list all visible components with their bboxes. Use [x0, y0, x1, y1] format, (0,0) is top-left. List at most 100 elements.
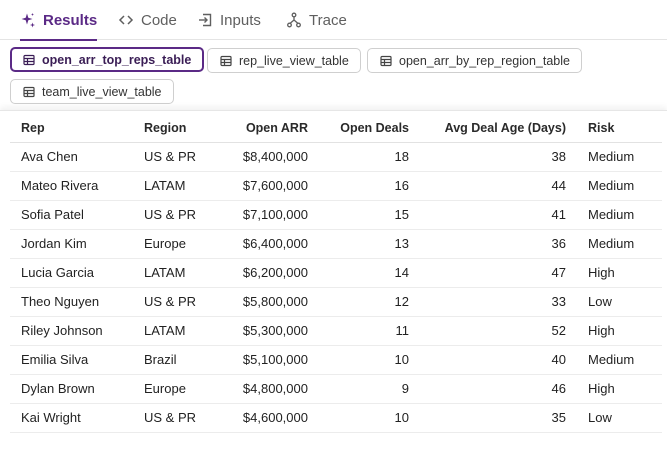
table-row[interactable]: Ava Chen US & PR $8,400,000 18 38 Medium — [10, 142, 662, 172]
tab-results[interactable]: Results — [20, 0, 98, 41]
table-row[interactable]: Riley Johnson LATAM $5,300,000 11 52 High — [10, 316, 662, 346]
region-cell: US & PR — [133, 287, 215, 317]
rep-cell: Theo Nguyen — [10, 287, 133, 317]
risk-cell: Medium — [577, 171, 662, 201]
table-chip-team-live-view[interactable]: team_live_view_table — [10, 79, 174, 104]
active-tab-indicator — [20, 39, 98, 41]
column-header-open-deals[interactable]: Open Deals — [319, 115, 420, 143]
column-header-risk[interactable]: Risk — [577, 115, 662, 143]
open-arr-cell: $5,300,000 — [215, 316, 319, 346]
risk-cell: Low — [577, 287, 662, 317]
region-cell: US & PR — [133, 403, 215, 433]
table-chip-open-arr-by-rep-region[interactable]: open_arr_by_rep_region_table — [367, 48, 582, 73]
open-deals-cell: 11 — [319, 316, 420, 346]
open-arr-cell: $8,400,000 — [215, 142, 319, 172]
open-deals-cell: 16 — [319, 171, 420, 201]
table-chip-rep-live-view[interactable]: rep_live_view_table — [207, 48, 361, 73]
chip-label: rep_live_view_table — [239, 53, 349, 68]
table-row[interactable]: Dylan Brown Europe $4,800,000 9 46 High — [10, 374, 662, 404]
avg-deal-age-cell: 36 — [420, 229, 577, 259]
open-arr-cell: $5,800,000 — [215, 287, 319, 317]
column-header-rep[interactable]: Rep — [10, 115, 133, 143]
open-deals-cell: 18 — [319, 142, 420, 172]
region-cell: US & PR — [133, 142, 215, 172]
tab-label: Results — [43, 11, 98, 29]
table-row[interactable]: Lucia Garcia LATAM $6,200,000 14 47 High — [10, 258, 662, 288]
avg-deal-age-cell: 38 — [420, 142, 577, 172]
open-arr-cell: $4,600,000 — [215, 403, 319, 433]
avg-deal-age-cell: 40 — [420, 345, 577, 375]
avg-deal-age-cell: 46 — [420, 374, 577, 404]
rep-cell: Mateo Rivera — [10, 171, 133, 201]
open-deals-cell: 10 — [319, 345, 420, 375]
open-deals-cell: 15 — [319, 200, 420, 230]
table-row[interactable]: Kai Wright US & PR $4,600,000 10 35 Low — [10, 403, 662, 433]
results-table: Rep Region Open ARR Open Deals Avg Deal … — [10, 115, 662, 433]
table-chip-open-arr-top-reps[interactable]: open_arr_top_reps_table — [10, 47, 205, 72]
open-deals-cell: 14 — [319, 258, 420, 288]
rep-cell: Emilia Silva — [10, 345, 133, 375]
region-cell: LATAM — [133, 258, 215, 288]
tab-label: Inputs — [220, 11, 261, 29]
avg-deal-age-cell: 41 — [420, 200, 577, 230]
avg-deal-age-cell: 52 — [420, 316, 577, 346]
chip-label: open_arr_top_reps_table — [42, 52, 192, 67]
table-row[interactable]: Sofia Patel US & PR $7,100,000 15 41 Medium — [10, 200, 662, 230]
avg-deal-age-cell: 33 — [420, 287, 577, 317]
region-cell: US & PR — [133, 200, 215, 230]
rep-cell: Ava Chen — [10, 142, 133, 172]
region-cell: LATAM — [133, 316, 215, 346]
table-icon — [380, 55, 392, 67]
open-arr-cell: $6,400,000 — [215, 229, 319, 259]
table-header-row: Rep Region Open ARR Open Deals Avg Deal … — [10, 115, 662, 143]
avg-deal-age-cell: 47 — [420, 258, 577, 288]
column-header-avg-deal-age[interactable]: Avg Deal Age (Days) — [420, 115, 577, 143]
avg-deal-age-cell: 35 — [420, 403, 577, 433]
risk-cell: Medium — [577, 345, 662, 375]
open-deals-cell: 13 — [319, 229, 420, 259]
risk-cell: High — [577, 374, 662, 404]
chip-label: open_arr_by_rep_region_table — [399, 53, 570, 68]
table-row[interactable]: Theo Nguyen US & PR $5,800,000 12 33 Low — [10, 287, 662, 317]
table-row[interactable]: Mateo Rivera LATAM $7,600,000 16 44 Medium — [10, 171, 662, 201]
rep-cell: Jordan Kim — [10, 229, 133, 259]
table-row[interactable]: Emilia Silva Brazil $5,100,000 10 40 Medium — [10, 345, 662, 375]
tab-code[interactable]: Code — [118, 0, 177, 40]
region-cell: Brazil — [133, 345, 215, 375]
region-cell: Europe — [133, 374, 215, 404]
column-header-open-arr[interactable]: Open ARR — [215, 115, 319, 143]
avg-deal-age-cell: 44 — [420, 171, 577, 201]
chip-label: team_live_view_table — [42, 84, 162, 99]
table-row[interactable]: Jordan Kim Europe $6,400,000 13 36 Medium — [10, 229, 662, 259]
risk-cell: Medium — [577, 229, 662, 259]
table-icon — [23, 86, 35, 98]
inputs-icon — [197, 12, 213, 28]
risk-cell: Low — [577, 403, 662, 433]
tab-label: Code — [141, 11, 177, 29]
risk-cell: Medium — [577, 142, 662, 172]
rep-cell: Riley Johnson — [10, 316, 133, 346]
rep-cell: Sofia Patel — [10, 200, 133, 230]
rep-cell: Dylan Brown — [10, 374, 133, 404]
open-arr-cell: $5,100,000 — [215, 345, 319, 375]
rep-cell: Lucia Garcia — [10, 258, 133, 288]
tab-label: Trace — [309, 11, 347, 29]
open-arr-cell: $7,600,000 — [215, 171, 319, 201]
sparkle-icon — [20, 12, 36, 28]
code-icon — [118, 12, 134, 28]
tab-inputs[interactable]: Inputs — [197, 0, 261, 40]
table-icon — [220, 55, 232, 67]
risk-cell: Medium — [577, 200, 662, 230]
table-icon — [23, 54, 35, 66]
trace-icon — [286, 12, 302, 28]
tab-trace[interactable]: Trace — [286, 0, 347, 40]
column-header-region[interactable]: Region — [133, 115, 215, 143]
open-arr-cell: $4,800,000 — [215, 374, 319, 404]
open-arr-cell: $7,100,000 — [215, 200, 319, 230]
region-cell: LATAM — [133, 171, 215, 201]
risk-cell: High — [577, 316, 662, 346]
results-table-panel: Rep Region Open ARR Open Deals Avg Deal … — [0, 110, 667, 454]
table-body: Ava Chen US & PR $8,400,000 18 38 Medium Mateo… — [10, 142, 662, 433]
open-deals-cell: 10 — [319, 403, 420, 433]
open-deals-cell: 12 — [319, 287, 420, 317]
